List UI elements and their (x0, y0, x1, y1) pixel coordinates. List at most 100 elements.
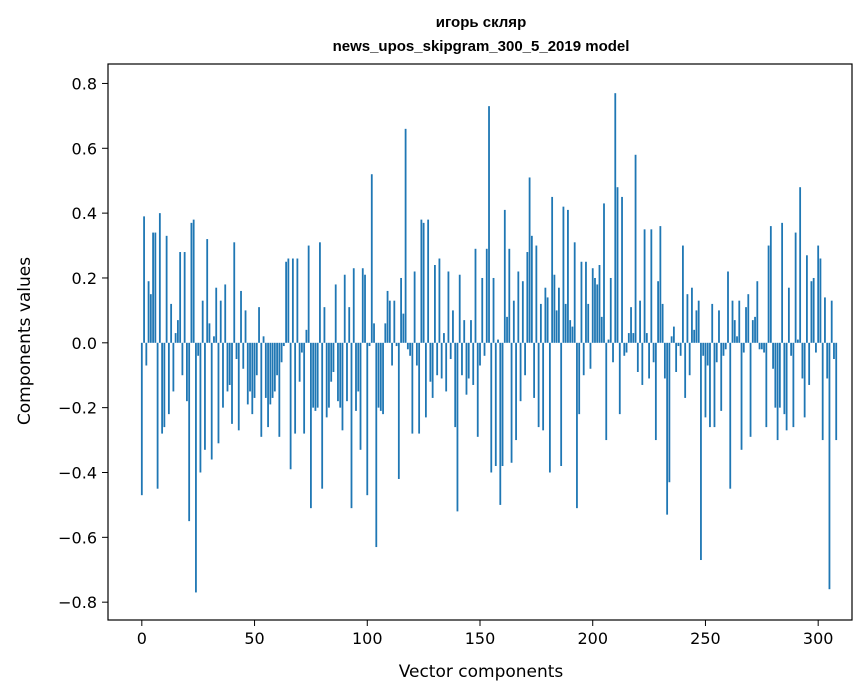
bar (429, 342, 432, 382)
bar (535, 245, 538, 343)
bar (287, 258, 290, 343)
bar (289, 342, 292, 470)
bar (609, 277, 612, 343)
bar (186, 342, 188, 402)
y-tick-label: 0.4 (72, 204, 97, 223)
bar (411, 342, 414, 434)
bar (614, 93, 617, 343)
bar (713, 342, 716, 428)
bar (174, 333, 177, 343)
x-tick-label: 150 (465, 629, 496, 648)
bar (776, 342, 779, 441)
bar (188, 342, 191, 522)
chart-title: игорь скляр (436, 14, 526, 31)
bar (264, 342, 267, 398)
bar (564, 303, 567, 343)
bar (521, 281, 524, 343)
bar (420, 219, 423, 343)
bar (810, 281, 813, 343)
bar (181, 342, 184, 376)
bar (497, 339, 499, 343)
bar (269, 342, 272, 405)
bar (652, 342, 655, 363)
bar (792, 342, 795, 428)
bar (612, 342, 614, 363)
bar (830, 300, 833, 343)
bar (578, 342, 581, 415)
bar (163, 342, 166, 428)
bar (296, 258, 299, 343)
bar (165, 235, 168, 343)
bar (724, 342, 727, 350)
x-tick-label: 300 (803, 629, 834, 648)
bar (623, 342, 626, 356)
bar (330, 342, 333, 382)
bar (634, 154, 637, 343)
bar (517, 271, 520, 343)
y-axis-ticks: −0.8 −0.6 −0.4 −0.2 0.0 0.2 0.4 0.6 0.8 (58, 74, 108, 612)
bar (172, 342, 175, 392)
y-tick-label: 0.0 (72, 334, 97, 353)
bar (391, 342, 393, 366)
bar (756, 281, 759, 343)
bar (300, 342, 303, 353)
bar (434, 265, 436, 343)
bar (548, 342, 551, 473)
bar (558, 287, 560, 343)
bar (219, 300, 222, 343)
bar (587, 303, 590, 343)
bar (555, 310, 558, 343)
bar (740, 342, 743, 450)
bar (758, 342, 761, 350)
bar (404, 128, 407, 343)
bar (641, 342, 644, 385)
bar (616, 187, 619, 343)
bar (312, 342, 315, 408)
bar (835, 342, 838, 441)
bar (686, 294, 689, 343)
bar (760, 342, 763, 350)
bar (323, 307, 326, 343)
bar (278, 342, 281, 437)
bar (769, 226, 772, 343)
bar (589, 342, 592, 369)
bar (346, 342, 348, 402)
bar (585, 261, 587, 343)
y-tick-label: −0.4 (58, 463, 97, 482)
bar (571, 326, 574, 343)
bar (370, 174, 373, 343)
chart-subtitle: news_upos_skipgram_300_5_2019 model (333, 38, 630, 55)
bar (361, 268, 364, 343)
bar (639, 300, 641, 343)
bar (537, 342, 540, 428)
bar (427, 219, 430, 343)
bar (443, 333, 445, 343)
y-tick-label: 0.6 (72, 139, 97, 158)
bar (449, 342, 452, 360)
bar (772, 342, 774, 369)
bar (149, 294, 152, 343)
bar (418, 342, 421, 434)
bar (483, 342, 486, 356)
bar (567, 209, 569, 343)
bar (711, 303, 714, 343)
bar (386, 290, 389, 343)
x-axis-ticks: 0 50 100 150 200 250 300 (137, 620, 834, 648)
bar (794, 232, 797, 343)
bar (546, 297, 549, 343)
x-tick-label: 0 (137, 629, 147, 648)
bar (494, 342, 497, 467)
bar (481, 277, 484, 343)
x-axis-label: Vector components (399, 662, 564, 682)
bar (806, 255, 808, 343)
bar (233, 242, 236, 343)
bar (334, 284, 337, 343)
y-tick-label: −0.6 (58, 528, 97, 547)
bar (787, 287, 790, 343)
bar (337, 342, 339, 402)
bar (621, 196, 623, 343)
bar (774, 342, 777, 408)
x-tick-label: 50 (244, 629, 264, 648)
bar (600, 316, 603, 343)
bar (222, 342, 224, 408)
